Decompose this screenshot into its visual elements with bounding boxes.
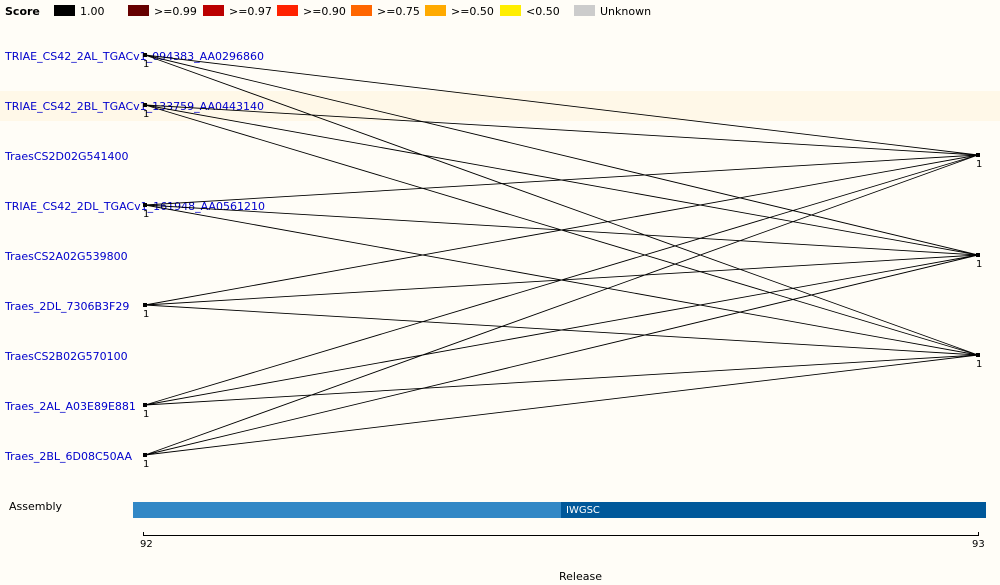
mapping-edge xyxy=(144,154,979,306)
gene-link[interactable]: TraesCS2B02G570100 xyxy=(5,350,128,363)
legend-label: >=0.90 xyxy=(303,5,346,18)
legend-swatch xyxy=(203,5,224,16)
mapping-edge xyxy=(144,254,979,456)
assembly-bar-release-92 xyxy=(133,502,561,518)
legend-swatch xyxy=(500,5,521,16)
source-node[interactable] xyxy=(143,303,147,307)
mapping-edge xyxy=(144,54,979,156)
mapping-edge xyxy=(144,154,979,456)
assembly-bar-label: IWGSC xyxy=(566,505,600,516)
source-node[interactable] xyxy=(143,53,147,57)
legend-title: Score xyxy=(5,5,40,18)
source-node-label: 1 xyxy=(143,459,149,470)
mapping-edge xyxy=(144,354,979,406)
source-node[interactable] xyxy=(143,403,147,407)
gene-link[interactable]: TRIAE_CS42_2BL_TGACv1_133759_AA0443140 xyxy=(5,100,265,113)
source-node-label: 1 xyxy=(143,309,149,320)
target-node-label: 1 xyxy=(976,259,982,270)
source-node-label: 1 xyxy=(143,59,149,70)
mapping-edge xyxy=(144,154,979,206)
target-node-label: 1 xyxy=(976,159,982,170)
axis-tick-92 xyxy=(143,532,144,536)
target-node-label: 1 xyxy=(976,359,982,370)
mapping-network: 1 1 1 1 1 1 1 1 1 xyxy=(143,53,982,470)
tick-label-93: 93 xyxy=(972,539,985,550)
legend-label: <0.50 xyxy=(526,5,560,18)
assembly-bar-release-93 xyxy=(561,502,986,518)
target-node[interactable] xyxy=(976,353,980,357)
release-axis xyxy=(143,535,979,536)
tick-label-92: 92 xyxy=(140,539,153,550)
target-node[interactable] xyxy=(976,153,980,157)
mapping-edge xyxy=(144,54,979,256)
legend-swatch xyxy=(128,5,149,16)
source-node[interactable] xyxy=(143,203,147,207)
source-node-label: 1 xyxy=(143,209,149,220)
legend-swatch xyxy=(54,5,75,16)
legend-swatch xyxy=(277,5,298,16)
legend-label: 1.00 xyxy=(80,5,105,18)
source-node-label: 1 xyxy=(143,109,149,120)
legend-label: >=0.75 xyxy=(377,5,420,18)
axis-tick-93 xyxy=(978,532,979,536)
mapping-edge xyxy=(144,354,979,456)
legend-label: >=0.99 xyxy=(154,5,197,18)
assembly-label: Assembly xyxy=(9,500,63,513)
source-node-label: 1 xyxy=(143,409,149,420)
mapping-edge xyxy=(144,254,979,406)
legend-swatch xyxy=(351,5,372,16)
gene-link[interactable]: Traes_2AL_A03E89E881 xyxy=(5,400,136,413)
gene-link[interactable]: Traes_2BL_6D08C50AA xyxy=(5,450,133,463)
gene-link[interactable]: TRIAE_CS42_2DL_TGACv1_161948_AA0561210 xyxy=(5,200,265,213)
score-legend: Score 1.00 >=0.99 >=0.97 >=0.90 >=0.75 >=0.50… xyxy=(0,4,1000,20)
legend-label: >=0.50 xyxy=(451,5,494,18)
gene-link[interactable]: TRIAE_CS42_2AL_TGACv1_094383_AA0296860 xyxy=(5,50,264,63)
axis-xlabel: Release xyxy=(559,570,602,583)
legend-label: Unknown xyxy=(600,5,652,18)
gene-link[interactable]: TraesCS2A02G539800 xyxy=(5,250,128,263)
legend-label: >=0.97 xyxy=(229,5,272,18)
source-node[interactable] xyxy=(143,453,147,457)
legend-swatch xyxy=(425,5,446,16)
mapping-edge xyxy=(144,154,979,406)
mapping-edge xyxy=(144,54,979,356)
gene-link[interactable]: TraesCS2D02G541400 xyxy=(5,150,129,163)
source-node[interactable] xyxy=(143,103,147,107)
mapping-edge xyxy=(144,104,979,156)
gene-link[interactable]: Traes_2DL_7306B3F29 xyxy=(5,300,130,313)
target-node[interactable] xyxy=(976,253,980,257)
legend-swatch xyxy=(574,5,595,16)
